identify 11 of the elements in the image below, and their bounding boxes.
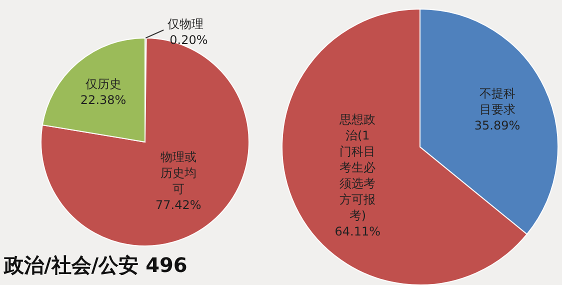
data-label: 35.89% <box>474 118 520 133</box>
data-label: 77.42% <box>155 198 202 212</box>
data-label: 64.11% <box>334 224 381 239</box>
slice-label: 不提科目要求 <box>479 86 516 117</box>
text: 政治/社会/公安 496 <box>4 252 188 279</box>
slice-label: 思想政治(1门科目考生必须选考方可报考) <box>338 112 376 223</box>
slice-label: 物理或历史均可 <box>160 150 196 196</box>
slice-label: 仅物理 <box>168 17 204 31</box>
data-label: 22.38% <box>80 93 126 108</box>
data-label: 0.20% <box>170 33 208 47</box>
slice-label: 仅历史 <box>85 77 122 92</box>
